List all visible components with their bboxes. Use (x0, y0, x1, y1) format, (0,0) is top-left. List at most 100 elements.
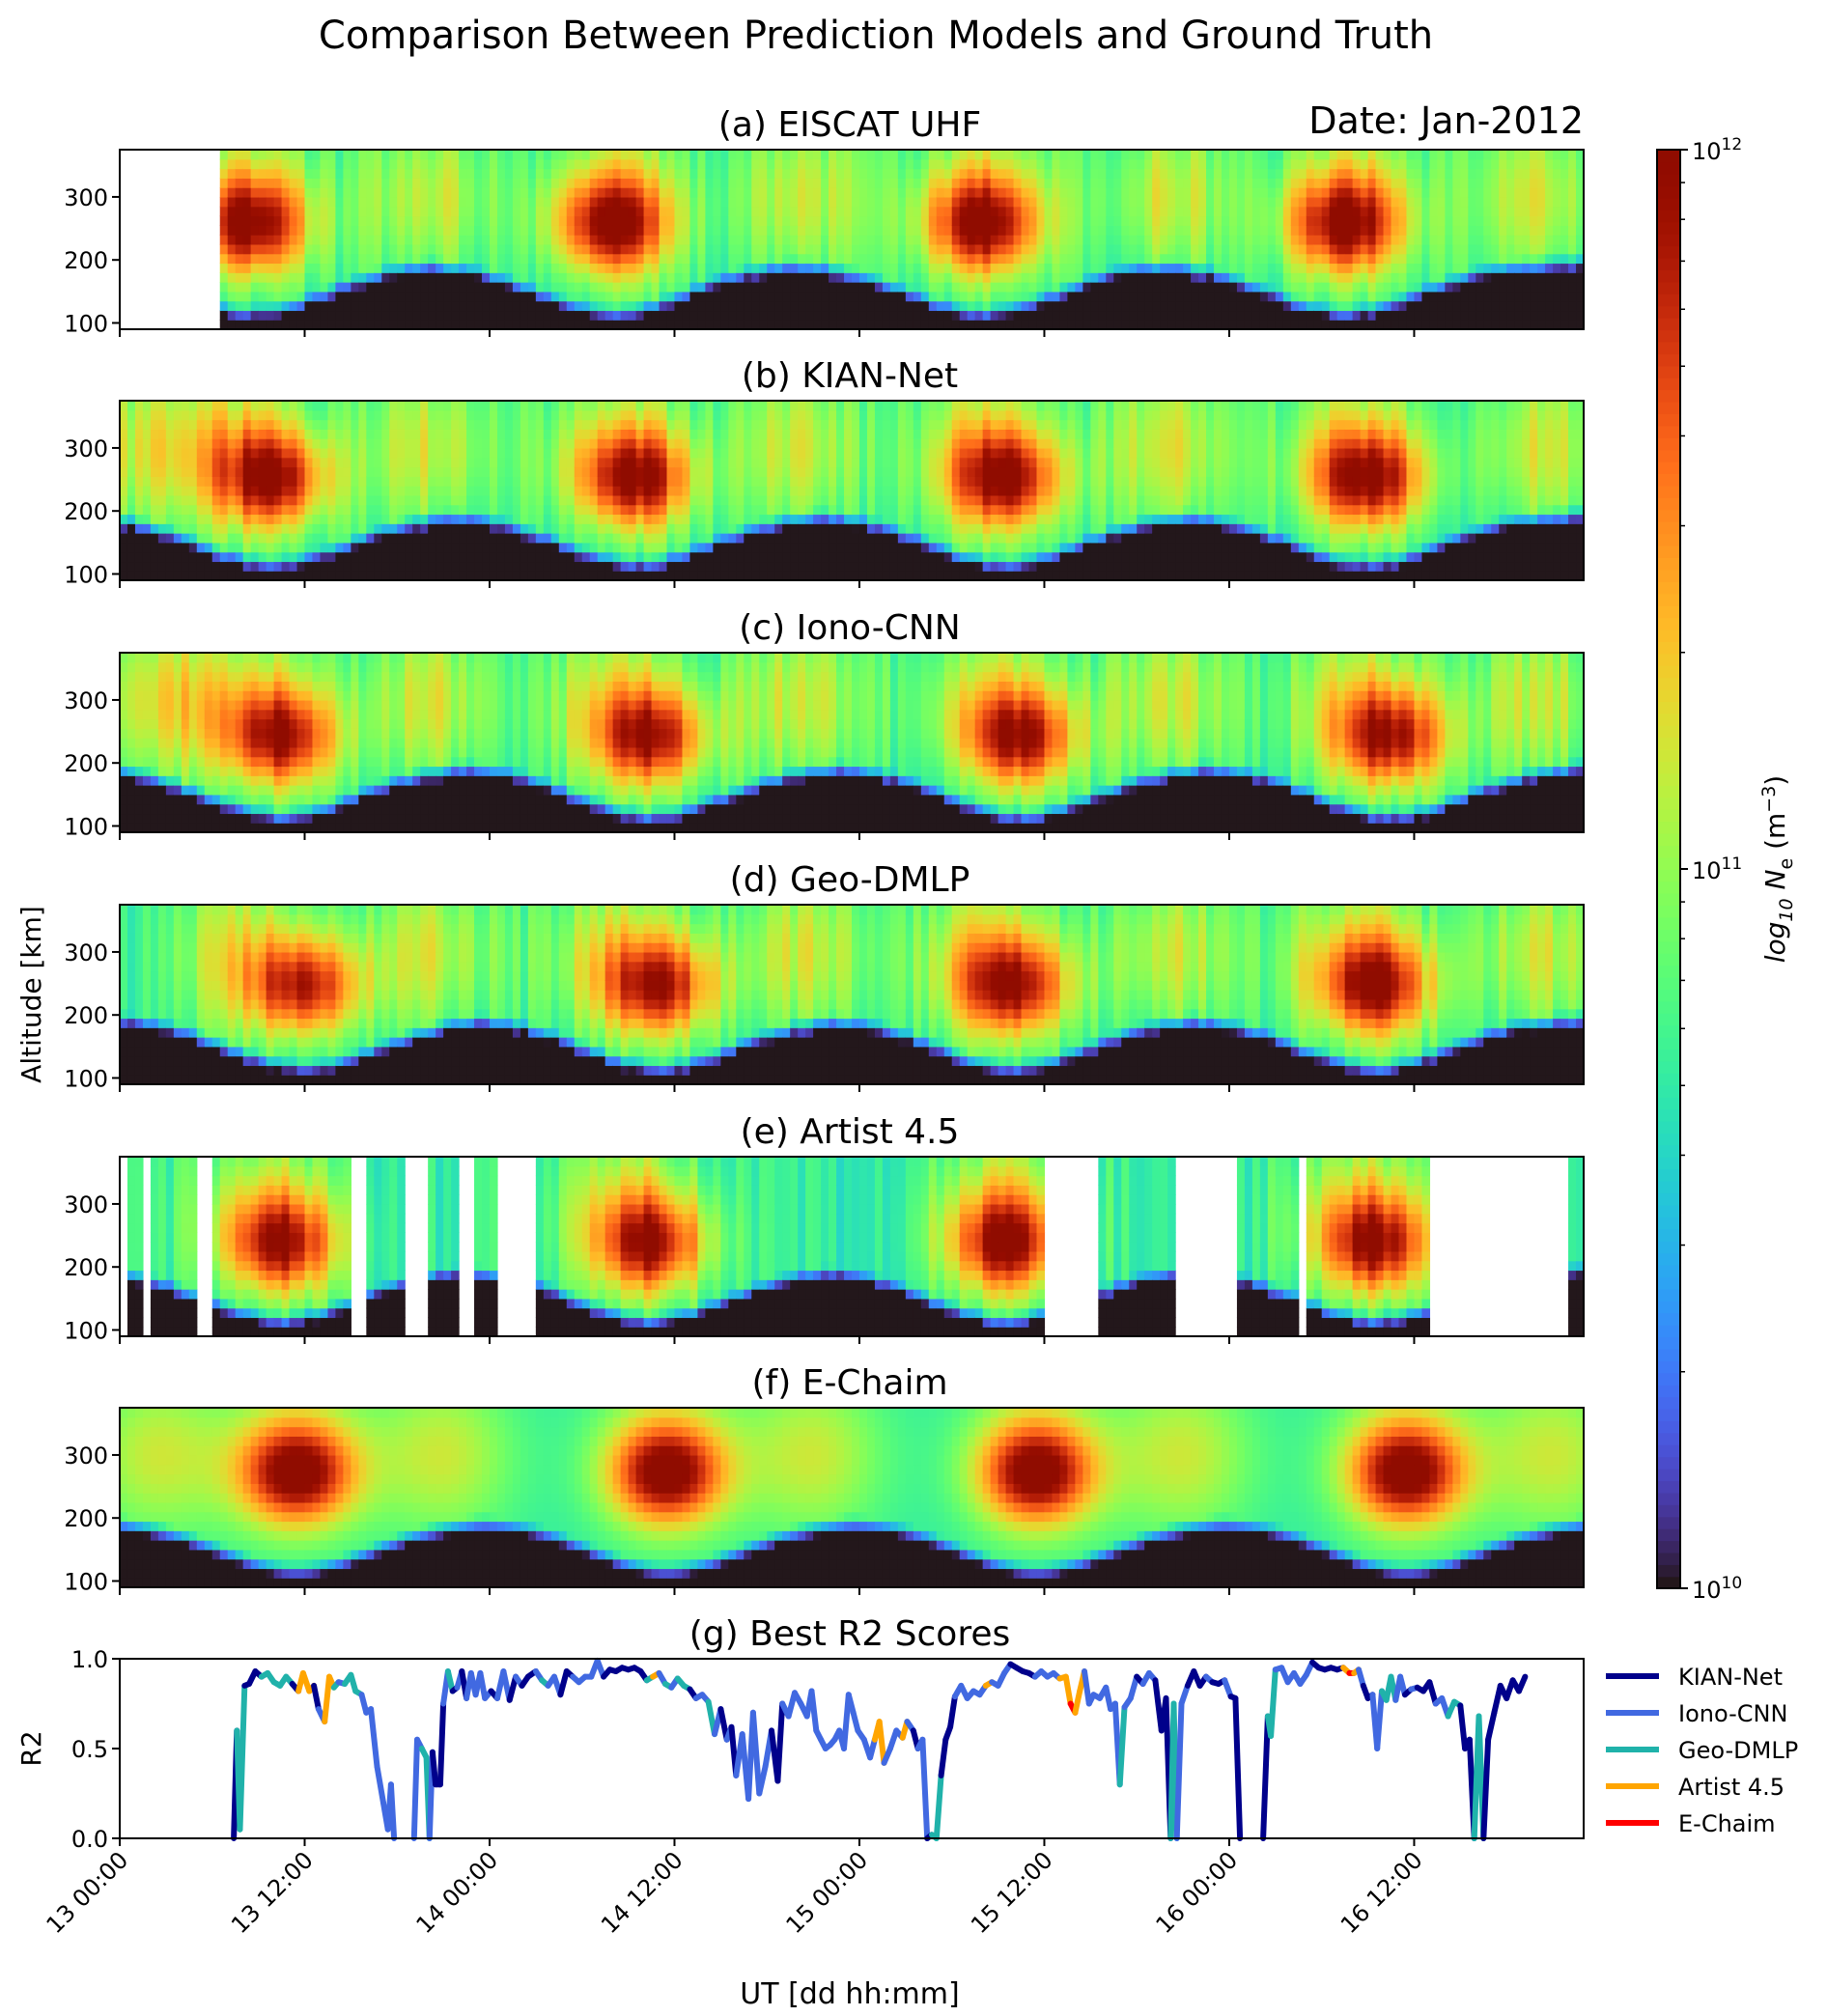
heatmap-cell (1391, 272, 1400, 283)
heatmap-cell (628, 243, 637, 255)
heatmap-cell (620, 310, 630, 321)
heatmap-cell (1329, 320, 1338, 330)
heatmap-cell (697, 196, 706, 208)
heatmap-cell (1206, 300, 1215, 312)
heatmap-cell (1198, 215, 1207, 226)
heatmap-cell (312, 158, 322, 170)
heatmap-cell (459, 225, 467, 236)
heatmap-cell (381, 178, 390, 188)
heatmap-cell (1290, 215, 1300, 226)
heatmap-cell (1098, 158, 1107, 170)
heatmap-cell (1568, 272, 1577, 283)
heatmap-cell (211, 561, 221, 572)
heatmap-cell (666, 168, 676, 179)
heatmap-cell (343, 196, 351, 208)
heatmap-cell (1452, 300, 1461, 312)
heatmap-cell (219, 486, 229, 496)
heatmap-cell (389, 225, 398, 236)
heatmap-cell (1514, 320, 1523, 330)
heatmap-cell (705, 272, 714, 283)
heatmap-cell (173, 466, 183, 477)
heatmap-cell (604, 457, 614, 468)
heatmap-cell (312, 561, 322, 572)
heatmap-cell (1306, 206, 1315, 217)
heatmap-cell (905, 168, 914, 179)
heatmap-cell (227, 533, 237, 544)
heatmap-cell (597, 235, 606, 245)
heatmap-cell (705, 486, 714, 496)
heatmap-cell (1383, 310, 1392, 321)
heatmap-cell (689, 206, 699, 217)
heatmap-cell (304, 263, 314, 273)
heatmap-cell (713, 401, 721, 411)
heatmap-cell (705, 310, 714, 321)
heatmap-cell (150, 409, 159, 421)
heatmap-cell (759, 291, 768, 302)
heatmap-cell (289, 300, 298, 312)
heatmap-cell (250, 438, 260, 449)
heatmap-cell (728, 310, 737, 321)
heatmap-cell (351, 504, 359, 516)
heatmap-cell (990, 168, 999, 179)
heatmap-cell (405, 409, 413, 421)
heatmap-cell (320, 291, 329, 302)
heatmap-cell (389, 320, 398, 330)
heatmap-cell (1251, 178, 1261, 188)
heatmap-cell (821, 206, 829, 217)
heatmap-cell (689, 215, 699, 226)
heatmap-cell (482, 178, 491, 188)
heatmap-cell (1059, 320, 1069, 330)
heatmap-cell (659, 476, 668, 487)
heatmap-cell (751, 533, 760, 544)
heatmap-cell (1021, 320, 1030, 330)
heatmap-cell (974, 225, 984, 236)
heatmap-cell (1113, 178, 1122, 188)
heatmap-cell (635, 291, 645, 302)
heatmap-cell (1391, 300, 1400, 312)
heatmap-cell (982, 158, 992, 170)
heatmap-cell (643, 438, 653, 449)
heatmap-cell (736, 571, 745, 581)
heatmap-cell (211, 523, 221, 534)
heatmap-cell (889, 178, 899, 188)
heatmap-cell (1537, 272, 1546, 283)
heatmap-cell (420, 561, 429, 572)
heatmap-cell (1044, 150, 1054, 160)
heatmap-cell (597, 178, 606, 188)
heatmap-cell (744, 272, 752, 283)
heatmap-cell (482, 419, 491, 430)
heatmap-cell (1183, 243, 1192, 255)
heatmap-cell (736, 429, 745, 439)
heatmap-cell (459, 401, 467, 411)
heatmap-cell (405, 206, 413, 217)
heatmap-cell (235, 196, 244, 208)
heatmap-cell (1044, 206, 1054, 217)
heatmap-cell (550, 447, 560, 459)
heatmap-cell (250, 263, 260, 273)
heatmap-cell (381, 447, 390, 459)
heatmap-cell (1113, 263, 1122, 273)
heatmap-cell (1144, 282, 1153, 293)
heatmap-cell (343, 282, 351, 293)
heatmap-cell (705, 196, 714, 208)
heatmap-cell (273, 225, 283, 236)
heatmap-cell (512, 196, 521, 208)
heatmap-cell (173, 533, 183, 544)
heatmap-cell (1282, 253, 1292, 265)
heatmap-cell (258, 486, 267, 496)
heatmap-cell (882, 168, 891, 179)
heatmap-cell (998, 178, 1007, 188)
heatmap-cell (1406, 178, 1416, 188)
heatmap-cell (1306, 235, 1315, 245)
heatmap-cell (250, 409, 260, 421)
heatmap-cell (574, 514, 583, 524)
heatmap-cell (1137, 320, 1145, 330)
heatmap-cell (227, 196, 237, 208)
heatmap-cell (296, 178, 306, 188)
heatmap-cell (1568, 310, 1577, 321)
heatmap-cell (157, 409, 167, 421)
heatmap-cell (550, 243, 560, 255)
heatmap-cell (635, 225, 645, 236)
heatmap-cell (643, 178, 653, 188)
heatmap-cell (705, 419, 714, 430)
